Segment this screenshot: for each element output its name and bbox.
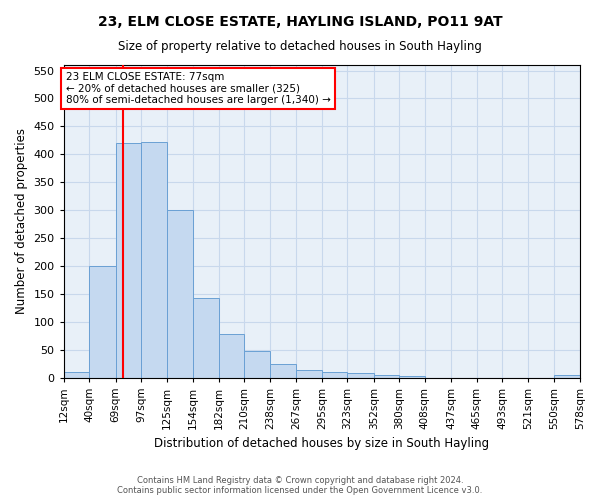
Bar — [89, 266, 116, 378]
Text: 23 ELM CLOSE ESTATE: 77sqm
← 20% of detached houses are smaller (325)
80% of sem: 23 ELM CLOSE ESTATE: 77sqm ← 20% of deta… — [65, 72, 331, 105]
Bar — [193, 298, 219, 378]
Bar — [400, 376, 425, 378]
Text: Size of property relative to detached houses in South Hayling: Size of property relative to detached ho… — [118, 40, 482, 53]
Bar — [347, 373, 374, 378]
Bar — [270, 364, 296, 378]
Bar — [116, 143, 141, 378]
Bar — [322, 372, 347, 378]
X-axis label: Distribution of detached houses by size in South Hayling: Distribution of detached houses by size … — [154, 437, 490, 450]
Bar — [296, 370, 322, 378]
Bar — [554, 376, 580, 378]
Text: Contains HM Land Registry data © Crown copyright and database right 2024.
Contai: Contains HM Land Registry data © Crown c… — [118, 476, 482, 495]
Bar — [244, 350, 270, 378]
Text: 23, ELM CLOSE ESTATE, HAYLING ISLAND, PO11 9AT: 23, ELM CLOSE ESTATE, HAYLING ISLAND, PO… — [98, 15, 502, 29]
Bar — [374, 374, 400, 378]
Bar — [141, 142, 167, 378]
Bar — [64, 372, 89, 378]
Bar — [219, 334, 244, 378]
Bar — [167, 210, 193, 378]
Y-axis label: Number of detached properties: Number of detached properties — [15, 128, 28, 314]
